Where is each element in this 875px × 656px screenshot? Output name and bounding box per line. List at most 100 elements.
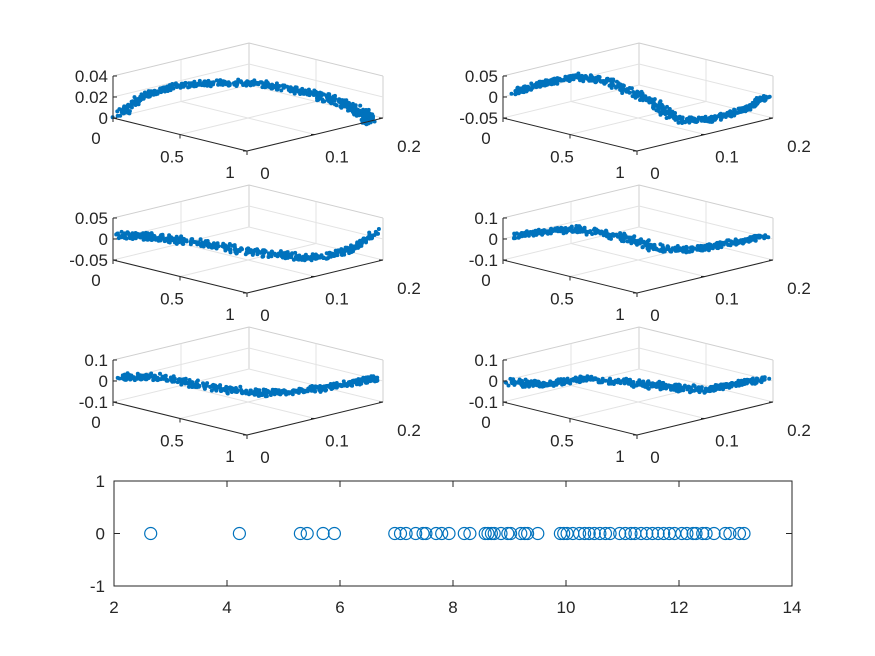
cloud-point <box>716 384 721 389</box>
scatter-point <box>514 526 528 541</box>
z-tick-label: 0.1 <box>474 351 498 370</box>
cloud-point <box>220 244 225 249</box>
cloud-point <box>546 230 551 235</box>
cloud-point <box>158 371 162 376</box>
x-tick-label: 1 <box>615 305 624 324</box>
cloud-point <box>226 80 231 85</box>
cloud-point <box>548 379 553 384</box>
cloud-point <box>633 238 638 243</box>
cloud-point <box>689 387 694 392</box>
scatter-point <box>634 526 648 541</box>
cloud-point <box>238 384 243 389</box>
cloud-point <box>723 114 727 118</box>
cloud-point <box>719 382 724 387</box>
cloud-point <box>298 388 303 393</box>
cloud-point <box>601 231 606 236</box>
cloud-point <box>631 384 636 389</box>
cloud-point <box>609 236 613 241</box>
z-tick-label: 0.05 <box>75 209 108 228</box>
cloud-point <box>654 384 659 389</box>
cloud-point <box>166 84 171 89</box>
scatter-point <box>587 526 601 541</box>
cloud-point <box>188 84 193 89</box>
cloud-point <box>134 97 139 102</box>
cloud-point <box>302 258 307 263</box>
cloud-point <box>262 250 267 254</box>
cloud-point <box>180 378 185 383</box>
cloud-point <box>640 96 645 101</box>
cloud-point <box>568 378 573 383</box>
z-gridline-right <box>248 63 384 98</box>
cloud-point <box>758 98 763 102</box>
cloud-point <box>556 381 561 385</box>
cloud-point <box>675 116 680 121</box>
cloud-point <box>648 245 653 250</box>
cloud-point <box>158 238 163 243</box>
cloud-point <box>308 91 313 96</box>
cloud-point <box>509 380 514 385</box>
cloud-point <box>521 90 526 95</box>
cloud-point <box>509 91 514 96</box>
scatter-point <box>484 526 498 541</box>
z-tick-label: 0 <box>99 372 108 391</box>
cloud-point <box>298 92 303 96</box>
cloud-point <box>198 237 203 242</box>
cloud-point <box>750 234 755 239</box>
cloud-point <box>232 243 237 248</box>
cloud-point <box>726 238 731 243</box>
x-tick-label: 0.5 <box>550 290 574 309</box>
scatter-point <box>657 526 671 541</box>
cloud-point <box>748 238 753 243</box>
cloud-point <box>645 245 650 250</box>
cloud-point <box>673 245 678 250</box>
cloud-point <box>767 376 772 381</box>
cloud-point <box>146 94 151 99</box>
cloud-point <box>262 85 267 90</box>
cloud-point <box>646 248 651 253</box>
cloud-point <box>277 84 282 88</box>
panel-6-point-cloud <box>503 374 772 395</box>
cloud-point <box>193 385 198 389</box>
cloud-point <box>523 232 527 237</box>
z-gridline-right <box>638 63 774 98</box>
scatter-point <box>696 526 710 541</box>
cloud-point <box>604 231 609 236</box>
cloud-point <box>167 240 172 245</box>
cloud-point <box>132 378 137 383</box>
cloud-point <box>685 387 690 392</box>
scatter-point <box>327 526 341 541</box>
cloud-point <box>581 77 586 82</box>
cloud-point <box>588 229 593 234</box>
scatter-point <box>429 526 443 541</box>
y-gridline-floor <box>570 101 706 135</box>
y-tick-label: 0.1 <box>715 432 739 451</box>
cloud-point <box>741 238 746 243</box>
cloud-point <box>316 97 321 102</box>
cloud-point <box>760 234 765 239</box>
cloud-point <box>374 379 379 383</box>
cloud-point <box>313 384 318 389</box>
z-tick-label: 0.05 <box>465 67 498 86</box>
cloud-point <box>589 75 594 80</box>
cloud-point <box>678 387 683 392</box>
cloud-point <box>581 378 586 383</box>
scatter-point <box>419 526 433 541</box>
cloud-point <box>739 378 744 383</box>
x-tick-label: 1 <box>225 447 234 466</box>
cloud-point <box>375 375 380 380</box>
cloud-point <box>569 76 574 81</box>
cloud-point <box>692 246 697 251</box>
scatter-point <box>501 526 515 541</box>
cloud-point <box>312 92 317 97</box>
cloud-point <box>646 383 650 388</box>
cloud-point <box>681 249 686 254</box>
cloud-point <box>196 240 201 245</box>
scatter-point <box>557 526 571 541</box>
cloud-point <box>273 83 278 88</box>
scatter-point <box>316 526 330 541</box>
cloud-point <box>619 234 624 239</box>
cloud-point <box>640 245 645 249</box>
cloud-point <box>259 393 264 397</box>
cloud-point <box>753 238 758 242</box>
